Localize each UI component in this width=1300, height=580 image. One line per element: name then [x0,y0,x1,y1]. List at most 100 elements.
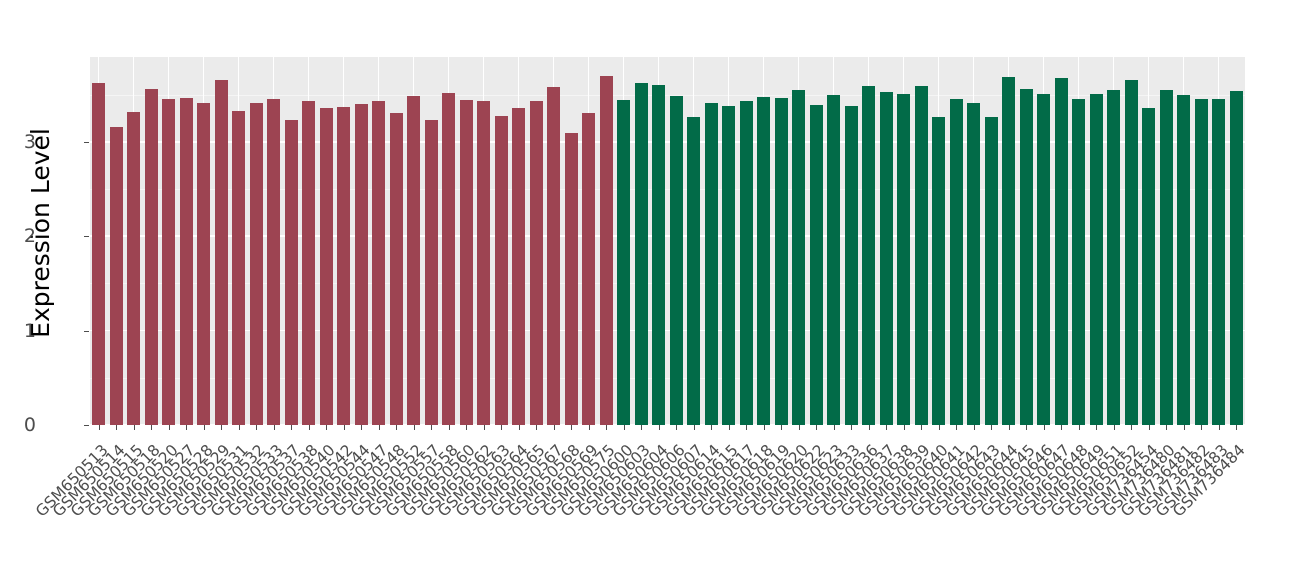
bar [547,87,561,425]
gridline-minor-y [90,377,1245,379]
gridline-minor-y [90,283,1245,285]
bar [757,96,771,425]
x-tick-mark [501,425,503,430]
bar [932,117,946,425]
bar [739,101,753,425]
x-tick-mark [378,425,380,430]
x-tick-mark [606,425,608,430]
bar [249,103,263,425]
bar [862,86,876,425]
x-tick-mark [781,425,783,430]
bar [337,107,351,425]
x-tick-mark [886,425,888,430]
bar [214,79,228,425]
bar [1054,77,1068,425]
bar [1002,76,1016,425]
x-tick-mark [168,425,170,430]
bar [914,86,928,425]
bar [582,112,596,425]
y-tick-label: 0 [23,414,36,436]
y-tick-mark [84,330,89,332]
x-tick-mark [868,425,870,430]
x-tick-mark [711,425,713,430]
bar [722,106,736,425]
bar [844,106,858,425]
x-tick-mark [536,425,538,430]
bar [144,89,158,425]
x-tick-mark [746,425,748,430]
x-tick-mark [1131,425,1133,430]
bar [512,107,526,425]
x-tick-mark [396,425,398,430]
plot-panel [90,57,1245,425]
x-tick-mark [991,425,993,430]
x-tick-mark [483,425,485,430]
x-tick-mark [588,425,590,430]
bar [1177,94,1191,425]
bar [1107,90,1121,425]
bar [267,98,281,425]
x-tick-mark [938,425,940,430]
bar [442,92,456,425]
bar [809,105,823,425]
x-tick-mark [956,425,958,430]
bar [669,95,683,425]
gridline-major-y [90,141,1245,143]
bar [687,117,701,425]
x-tick-mark [116,425,118,430]
bar [1019,89,1033,425]
x-tick-mark [676,425,678,430]
x-tick-mark [343,425,345,430]
x-axis: GSM650513 GSM650514 GSM650515 GSM650518 GSM6… [32,425,1249,575]
bar [599,75,613,425]
bar [1229,90,1243,425]
bar [1142,107,1156,425]
x-tick-mark [273,425,275,430]
x-tick-mark [518,425,520,430]
y-tick-label: 3 [23,130,36,153]
x-tick-mark [1201,425,1203,430]
x-tick-mark [658,425,660,430]
x-tick-mark [728,425,730,430]
bar [1037,93,1051,425]
bar [319,107,333,425]
bar [652,85,666,425]
bar [459,100,473,425]
bar [1072,98,1086,425]
bar [92,83,106,425]
bar [967,103,981,425]
y-tick-mark [84,141,89,143]
x-tick-mark [203,425,205,430]
bar [529,101,543,425]
bar [407,95,421,425]
x-tick-mark [361,425,363,430]
x-tick-mark [798,425,800,430]
bar [774,97,788,425]
x-tick-mark [448,425,450,430]
bar [284,120,298,425]
bar [1212,99,1226,425]
bar [197,103,211,425]
x-tick-mark [851,425,853,430]
bar [1124,79,1138,425]
x-tick-mark [1008,425,1010,430]
bar [477,101,491,425]
bar [372,101,386,425]
bar [1194,99,1208,425]
bar [232,110,246,425]
x-tick-mark [1061,425,1063,430]
bar [302,101,316,425]
bar [792,90,806,425]
x-tick-mark [763,425,765,430]
bar [879,91,893,425]
bar [1159,90,1173,425]
x-tick-mark [571,425,573,430]
x-tick-mark [1218,425,1220,430]
x-tick-mark [1183,425,1185,430]
x-tick-mark [921,425,923,430]
y-tick-mark [84,425,89,426]
gridline-major-y [90,424,1245,425]
bar-series [90,57,1245,425]
bar [897,93,911,425]
